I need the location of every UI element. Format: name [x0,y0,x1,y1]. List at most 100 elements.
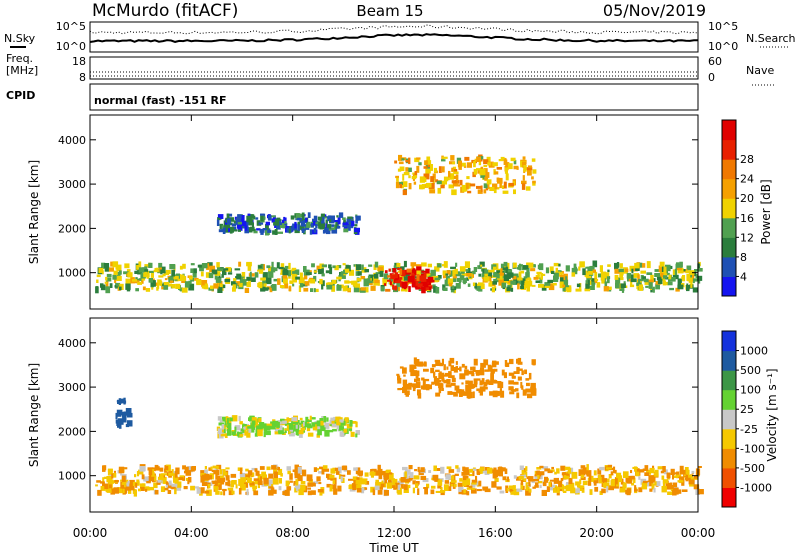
heatmap-cell [687,474,693,480]
heatmap-cell [493,187,497,194]
heatmap-cell [441,166,445,173]
heatmap-cell [246,281,251,287]
heatmap-cell [464,369,469,376]
heatmap-cell [483,381,488,387]
heatmap-cell [532,180,536,184]
heatmap-cell [499,490,505,494]
heatmap-cell [466,176,470,180]
heatmap-cell [295,428,298,436]
heatmap-cell [448,469,455,473]
heatmap-cell [579,261,585,268]
heatmap-cell [446,270,451,275]
heatmap-cell [415,372,419,379]
heatmap-cell [98,267,104,274]
heatmap-cell [265,277,272,285]
heatmap-cell [282,269,289,276]
heatmap-cell [148,476,155,482]
heatmap-cell [518,271,522,278]
heatmap-cell [263,431,266,438]
heatmap-cell [334,467,339,471]
heatmap-cell [260,476,262,481]
heatmap-cell [349,420,353,427]
heatmap-cell [161,266,166,274]
colorbar-tick-label: 20 [740,192,754,205]
heatmap-cell [269,287,273,293]
heatmap-cell [356,278,362,282]
heatmap-cell [524,471,528,478]
heatmap-cell [156,285,160,289]
heatmap-cell [616,262,620,268]
heatmap-cell [268,271,274,278]
heatmap-cell [319,466,325,470]
heatmap-cell [452,272,457,279]
heatmap-cell [310,288,314,292]
heatmap-cell [528,168,531,175]
heatmap-cell [489,365,493,369]
heatmap-cell [225,475,230,481]
heatmap-cell [411,265,415,270]
heatmap-cell [476,156,481,162]
heatmap-cell [521,183,526,190]
heatmap-cell [138,488,141,492]
heatmap-cell [442,156,448,159]
nave-label: Nave [746,64,774,77]
heatmap-cell [450,266,456,270]
heatmap-cell [228,217,235,222]
heatmap-cell [438,372,445,380]
freq-unit: [MHz] [6,64,38,77]
heatmap-cell [547,470,553,474]
heatmap-cell [506,286,511,292]
colorbar-tick-label: 1000 [740,345,768,358]
heatmap-cell [650,274,654,281]
heatmap-cell [672,474,674,480]
heatmap-cell [217,217,221,221]
heatmap-cell [686,265,692,271]
heatmap-cell [135,277,138,280]
heatmap-cell [559,281,564,289]
heatmap-cell [527,165,533,168]
heatmap-cell [133,489,137,497]
heatmap-cell [120,418,123,425]
heatmap-cell [644,281,650,285]
heatmap-cell [201,478,205,482]
heatmap-cell [230,473,237,478]
heatmap-cell [402,367,407,374]
heatmap-cell [274,229,278,235]
heatmap-cell [663,269,666,273]
heatmap-cell [450,288,455,293]
heatmap-cell [476,168,481,171]
heatmap-cell [111,473,114,479]
heatmap-cell [265,224,269,231]
colorbar-swatch [722,467,736,488]
heatmap-cell [232,415,238,422]
heatmap-cell [164,487,169,491]
heatmap-cell [305,217,308,222]
heatmap-cell [666,483,671,490]
heatmap-cell [508,372,515,376]
heatmap-cell [299,417,303,421]
heatmap-cell [284,282,289,289]
heatmap-cell [549,479,555,482]
heatmap-cell [571,267,578,275]
heatmap-cell [278,478,282,484]
heatmap-cell [364,269,369,273]
heatmap-cell [348,485,354,490]
heatmap-cell [377,464,381,472]
heatmap-cell [629,284,635,288]
heatmap-cell [520,285,524,289]
heatmap-cell [414,173,418,178]
colorbar-tick-label: 25 [740,403,754,416]
heatmap-cell [604,478,610,483]
heatmap-cell [105,276,108,281]
heatmap-cell [358,472,363,477]
heatmap-cell [416,481,420,485]
heatmap-cell [307,490,312,496]
heatmap-cell [475,475,478,482]
heatmap-cell [164,278,168,281]
heatmap-cell [95,286,99,294]
heatmap-cell [262,228,267,231]
heatmap-cell [353,280,358,286]
colorbar-swatch [722,198,736,219]
heatmap-cell [592,269,596,273]
heatmap-cell [183,486,188,490]
